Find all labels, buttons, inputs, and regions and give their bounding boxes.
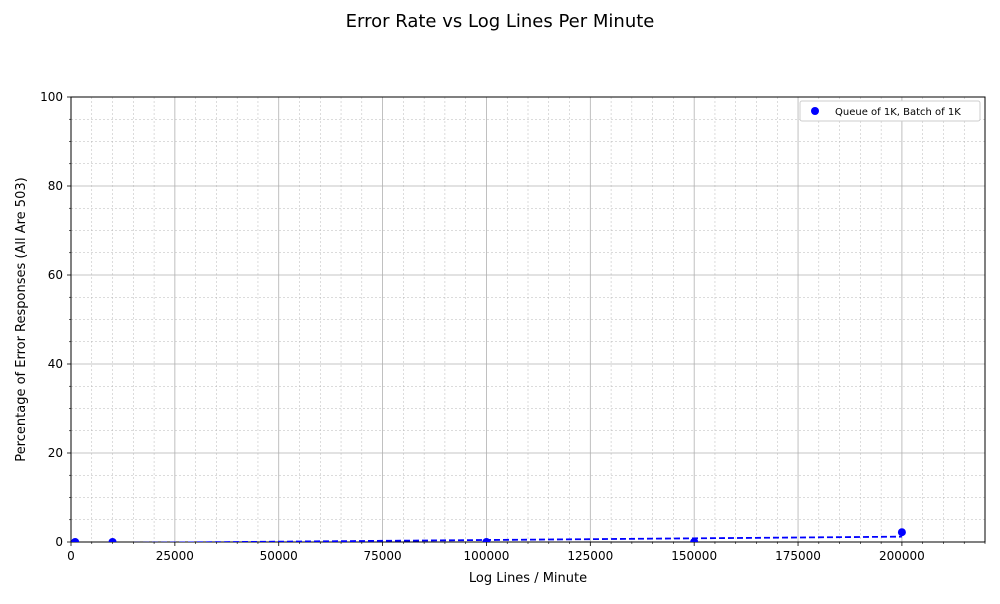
- x-tick-label: 175000: [775, 549, 821, 563]
- data-point: [690, 538, 699, 542]
- legend-box: [799, 100, 981, 122]
- y-axis-label: Percentage of Error Responses (All Are 5…: [14, 177, 29, 461]
- y-tick-label: 60: [48, 268, 63, 282]
- x-tick-label: 125000: [567, 549, 613, 563]
- legend-marker: [811, 107, 819, 115]
- data-point: [108, 538, 117, 542]
- x-tick-label: 75000: [363, 549, 401, 563]
- chart-marks: [71, 528, 906, 542]
- plot-area: [71, 528, 906, 542]
- legend-label: Queue of 1K, Batch of 1K: [835, 107, 961, 118]
- y-tick-label: 40: [48, 357, 63, 371]
- x-tick-label: 150000: [671, 549, 717, 563]
- x-axis-label: Log Lines / Minute: [469, 571, 587, 586]
- legend: Queue of 1K, Batch of 1K: [799, 100, 981, 122]
- y-tick-label: 100: [40, 90, 63, 104]
- x-tick-label: 200000: [879, 549, 925, 563]
- chart-title: Error Rate vs Log Lines Per Minute: [346, 11, 655, 32]
- data-point: [71, 538, 80, 542]
- axis-ticks: 0 25000 50000 75000 100000 125000 150000 175000…: [40, 90, 986, 563]
- data-point: [897, 528, 906, 537]
- y-tick-label: 20: [48, 446, 63, 460]
- grid: [70, 96, 986, 543]
- x-tick-label: 100000: [464, 549, 510, 563]
- x-tick-label: 50000: [260, 549, 298, 563]
- x-tick-label: 25000: [156, 549, 194, 563]
- y-tick-label: 0: [55, 535, 63, 549]
- y-tick-label: 80: [48, 179, 63, 193]
- x-tick-label: 0: [67, 549, 75, 563]
- data-point: [482, 538, 491, 542]
